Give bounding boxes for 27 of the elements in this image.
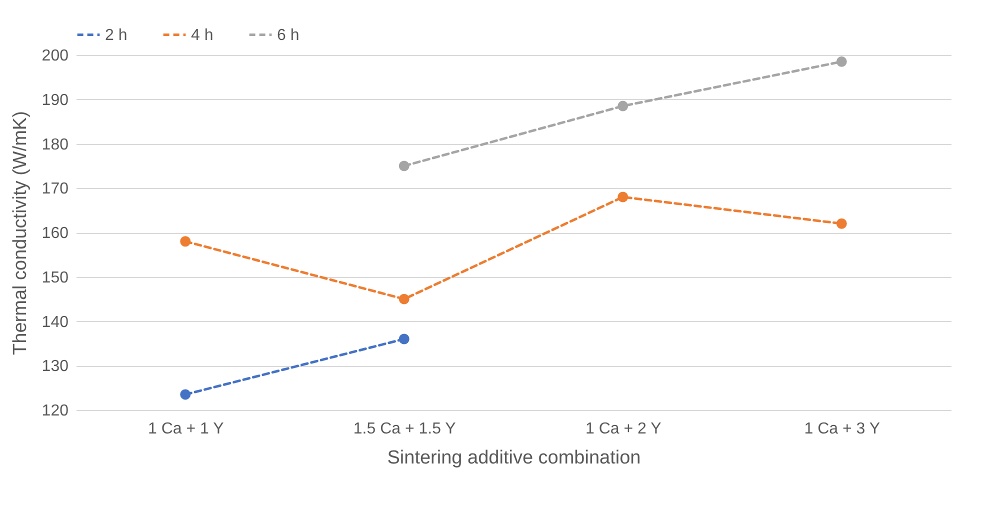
x-tick-label: 1 Ca + 3 Y	[804, 420, 880, 438]
point	[398, 160, 410, 172]
y-tick-label: 140	[42, 314, 69, 331]
point	[836, 56, 847, 67]
y-tick-label: 180	[42, 136, 69, 154]
x-tick-label: 1 Ca + 2 Y	[585, 420, 662, 438]
point	[618, 192, 628, 202]
y-tick-label: 170	[42, 180, 69, 198]
x-tick-label: 1.5 Ca + 1.5 Y	[353, 420, 456, 438]
y-tick-label: 190	[42, 92, 69, 109]
y-tick-label: 130	[42, 358, 69, 376]
y-tick-label: 200	[42, 48, 69, 64]
point	[180, 389, 191, 400]
point	[398, 334, 410, 344]
y-tick-label: 120	[42, 402, 69, 420]
legend-label: 2 h	[105, 26, 128, 44]
y-tick-label: 150	[42, 269, 69, 286]
point	[836, 218, 847, 229]
point	[180, 236, 191, 247]
y-axis-title: Thermal conductivity (W/mK)	[10, 111, 31, 355]
point	[618, 100, 628, 112]
y-tick-label: 160	[42, 225, 69, 242]
x-tick-label: 1 Ca + 1 Y	[148, 420, 224, 438]
legend-label: 6 h	[277, 26, 300, 44]
point	[398, 294, 410, 304]
x-axis-title: Sintering additive combination	[387, 448, 641, 468]
legend-label: 4 h	[191, 26, 214, 44]
